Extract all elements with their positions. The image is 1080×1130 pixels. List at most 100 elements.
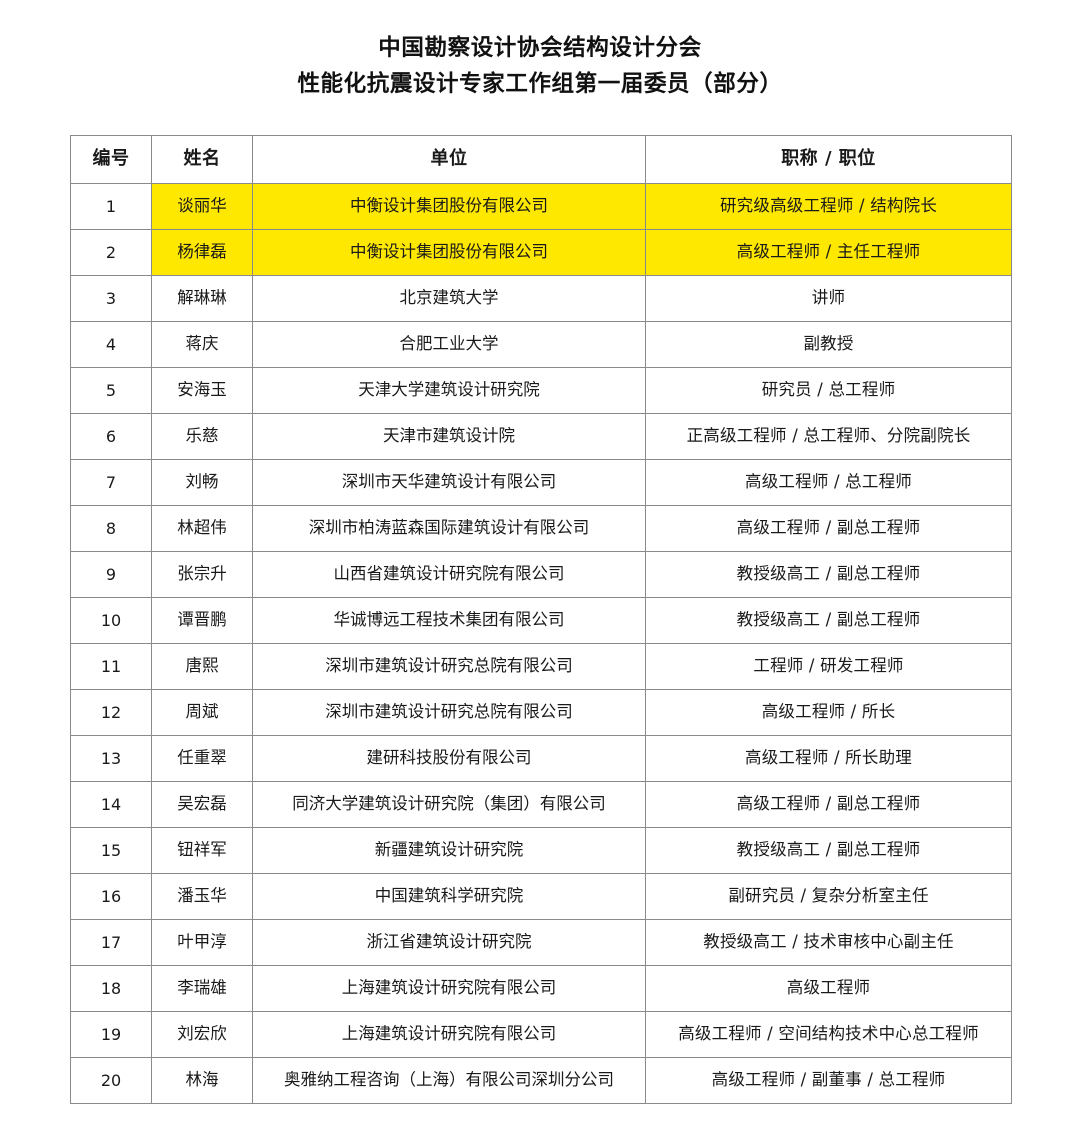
- table-row: 4 蒋庆 合肥工业大学 副教授: [70, 321, 1012, 368]
- cell-no: 8: [70, 505, 152, 552]
- cell-no: 1: [70, 183, 152, 230]
- title-line-2: 性能化抗震设计专家工作组第一届委员（部分）: [297, 71, 783, 97]
- cell-unit: 新疆建筑设计研究院: [252, 827, 646, 874]
- cell-title: 正高级工程师 / 总工程师、分院副院长: [645, 413, 1012, 460]
- cell-no: 14: [70, 781, 152, 828]
- cell-unit: 上海建筑设计研究院有限公司: [252, 1011, 646, 1058]
- cell-unit: 北京建筑大学: [252, 275, 646, 322]
- cell-name: 谈丽华: [151, 183, 253, 230]
- cell-title: 高级工程师 / 所长: [645, 689, 1012, 736]
- column-header-title: 职称 / 职位: [645, 135, 1012, 184]
- table-row: 1 谈丽华 中衡设计集团股份有限公司 研究级高级工程师 / 结构院长: [70, 183, 1012, 230]
- table-row: 19 刘宏欣 上海建筑设计研究院有限公司 高级工程师 / 空间结构技术中心总工程师: [70, 1011, 1012, 1058]
- cell-name: 杨律磊: [151, 229, 253, 276]
- column-header-no: 编号: [70, 135, 152, 184]
- cell-name: 刘宏欣: [151, 1011, 253, 1058]
- cell-no: 16: [70, 873, 152, 920]
- cell-no: 15: [70, 827, 152, 874]
- cell-name: 刘畅: [151, 459, 253, 506]
- cell-no: 4: [70, 321, 152, 368]
- cell-unit: 浙江省建筑设计研究院: [252, 919, 646, 966]
- cell-title: 讲师: [645, 275, 1012, 322]
- cell-unit: 同济大学建筑设计研究院（集团）有限公司: [252, 781, 646, 828]
- cell-no: 2: [70, 229, 152, 276]
- cell-no: 7: [70, 459, 152, 506]
- table-header: 编号 姓名 单位 职称 / 职位: [70, 135, 1012, 184]
- table-row: 8 林超伟 深圳市柏涛蓝森国际建筑设计有限公司 高级工程师 / 副总工程师: [70, 505, 1012, 552]
- cell-no: 17: [70, 919, 152, 966]
- cell-no: 20: [70, 1057, 152, 1104]
- cell-title: 高级工程师: [645, 965, 1012, 1012]
- table-row: 10 谭晋鹏 华诚博远工程技术集团有限公司 教授级高工 / 副总工程师: [70, 597, 1012, 644]
- cell-unit: 奥雅纳工程咨询（上海）有限公司深圳分公司: [252, 1057, 646, 1104]
- cell-name: 周斌: [151, 689, 253, 736]
- cell-unit: 上海建筑设计研究院有限公司: [252, 965, 646, 1012]
- table-row: 12 周斌 深圳市建筑设计研究总院有限公司 高级工程师 / 所长: [70, 689, 1012, 736]
- cell-no: 12: [70, 689, 152, 736]
- cell-no: 19: [70, 1011, 152, 1058]
- cell-title: 教授级高工 / 副总工程师: [645, 597, 1012, 644]
- cell-name: 解琳琳: [151, 275, 253, 322]
- table-body: 1 谈丽华 中衡设计集团股份有限公司 研究级高级工程师 / 结构院长 2 杨律磊 中衡设计集…: [70, 183, 1012, 1104]
- cell-unit: 深圳市柏涛蓝森国际建筑设计有限公司: [252, 505, 646, 552]
- cell-title: 教授级高工 / 副总工程师: [645, 551, 1012, 598]
- cell-name: 张宗升: [151, 551, 253, 598]
- cell-name: 吴宏磊: [151, 781, 253, 828]
- cell-no: 5: [70, 367, 152, 414]
- table-row: 15 钮祥军 新疆建筑设计研究院 教授级高工 / 副总工程师: [70, 827, 1012, 874]
- cell-name: 任重翠: [151, 735, 253, 782]
- cell-title: 高级工程师 / 副董事 / 总工程师: [645, 1057, 1012, 1104]
- cell-title: 研究级高级工程师 / 结构院长: [645, 183, 1012, 230]
- roster-table-container: 编号 姓名 单位 职称 / 职位 1 谈丽华 中衡设计集团股份有限公司 研究级高级工程…: [70, 135, 1012, 1104]
- table-row: 2 杨律磊 中衡设计集团股份有限公司 高级工程师 / 主任工程师: [70, 229, 1012, 276]
- table-row: 3 解琳琳 北京建筑大学 讲师: [70, 275, 1012, 322]
- cell-name: 安海玉: [151, 367, 253, 414]
- table-row: 11 唐熙 深圳市建筑设计研究总院有限公司 工程师 / 研发工程师: [70, 643, 1012, 690]
- cell-title: 高级工程师 / 空间结构技术中心总工程师: [645, 1011, 1012, 1058]
- cell-title: 高级工程师 / 副总工程师: [645, 781, 1012, 828]
- cell-no: 9: [70, 551, 152, 598]
- cell-name: 林海: [151, 1057, 253, 1104]
- cell-unit: 建研科技股份有限公司: [252, 735, 646, 782]
- cell-name: 蒋庆: [151, 321, 253, 368]
- cell-no: 11: [70, 643, 152, 690]
- roster-table: 编号 姓名 单位 职称 / 职位 1 谈丽华 中衡设计集团股份有限公司 研究级高级工程…: [70, 135, 1012, 1104]
- cell-title: 教授级高工 / 副总工程师: [645, 827, 1012, 874]
- cell-title: 高级工程师 / 所长助理: [645, 735, 1012, 782]
- cell-name: 林超伟: [151, 505, 253, 552]
- cell-name: 叶甲淳: [151, 919, 253, 966]
- table-row: 7 刘畅 深圳市天华建筑设计有限公司 高级工程师 / 总工程师: [70, 459, 1012, 506]
- cell-no: 13: [70, 735, 152, 782]
- table-header-row: 编号 姓名 单位 职称 / 职位: [70, 135, 1012, 184]
- cell-unit: 中衡设计集团股份有限公司: [252, 229, 646, 276]
- cell-name: 乐慈: [151, 413, 253, 460]
- table-row: 18 李瑞雄 上海建筑设计研究院有限公司 高级工程师: [70, 965, 1012, 1012]
- cell-unit: 山西省建筑设计研究院有限公司: [252, 551, 646, 598]
- table-row: 6 乐慈 天津市建筑设计院 正高级工程师 / 总工程师、分院副院长: [70, 413, 1012, 460]
- cell-no: 18: [70, 965, 152, 1012]
- table-row: 20 林海 奥雅纳工程咨询（上海）有限公司深圳分公司 高级工程师 / 副董事 / 总工…: [70, 1057, 1012, 1104]
- cell-title: 研究员 / 总工程师: [645, 367, 1012, 414]
- cell-unit: 合肥工业大学: [252, 321, 646, 368]
- cell-no: 10: [70, 597, 152, 644]
- title-line-1: 中国勘察设计协会结构设计分会: [378, 35, 702, 61]
- column-header-unit: 单位: [252, 135, 646, 184]
- cell-unit: 中国建筑科学研究院: [252, 873, 646, 920]
- cell-unit: 深圳市建筑设计研究总院有限公司: [252, 689, 646, 736]
- table-row: 14 吴宏磊 同济大学建筑设计研究院（集团）有限公司 高级工程师 / 副总工程师: [70, 781, 1012, 828]
- cell-name: 潘玉华: [151, 873, 253, 920]
- cell-no: 6: [70, 413, 152, 460]
- cell-unit: 华诚博远工程技术集团有限公司: [252, 597, 646, 644]
- cell-title: 高级工程师 / 主任工程师: [645, 229, 1012, 276]
- document-title: 中国勘察设计协会结构设计分会 性能化抗震设计专家工作组第一届委员（部分）: [0, 30, 1080, 102]
- cell-name: 李瑞雄: [151, 965, 253, 1012]
- cell-no: 3: [70, 275, 152, 322]
- cell-unit: 深圳市建筑设计研究总院有限公司: [252, 643, 646, 690]
- table-row: 9 张宗升 山西省建筑设计研究院有限公司 教授级高工 / 副总工程师: [70, 551, 1012, 598]
- table-row: 13 任重翠 建研科技股份有限公司 高级工程师 / 所长助理: [70, 735, 1012, 782]
- table-row: 5 安海玉 天津大学建筑设计研究院 研究员 / 总工程师: [70, 367, 1012, 414]
- cell-title: 副教授: [645, 321, 1012, 368]
- cell-unit: 天津大学建筑设计研究院: [252, 367, 646, 414]
- table-row: 17 叶甲淳 浙江省建筑设计研究院 教授级高工 / 技术审核中心副主任: [70, 919, 1012, 966]
- cell-title: 高级工程师 / 副总工程师: [645, 505, 1012, 552]
